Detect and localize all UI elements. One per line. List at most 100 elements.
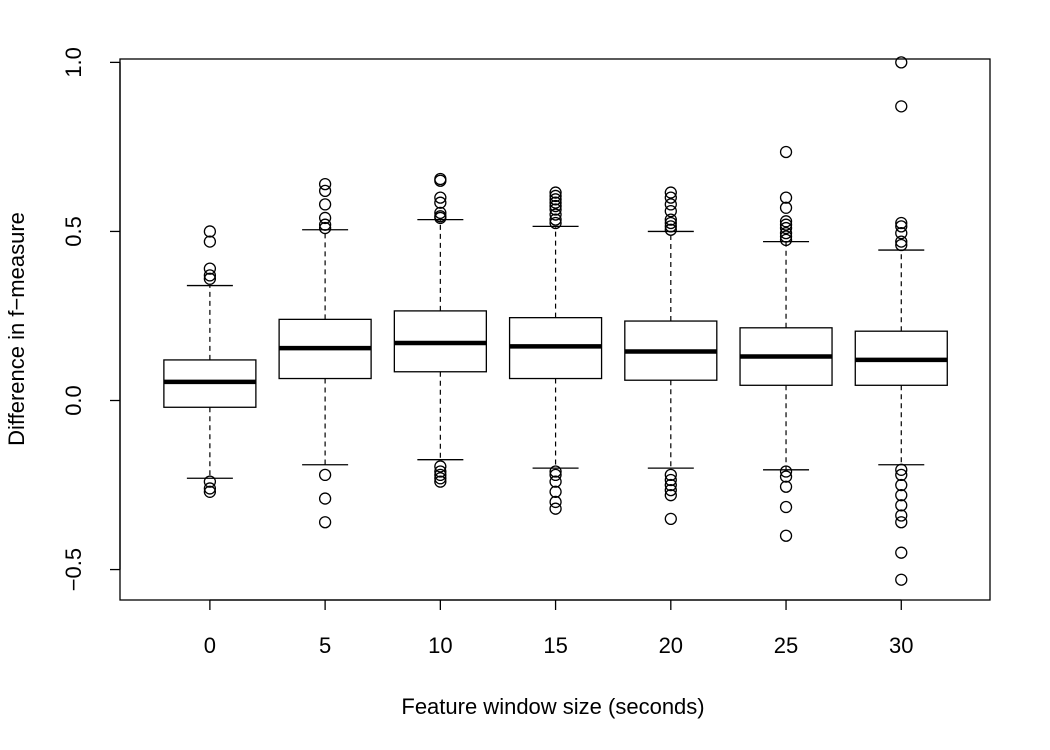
outlier-point — [549, 475, 562, 488]
outlier-point — [779, 480, 793, 493]
outlier-point — [318, 218, 332, 231]
outlier-point — [549, 502, 562, 515]
outlier-point — [434, 211, 447, 225]
outlier-point — [549, 216, 562, 230]
outlier-point — [549, 468, 562, 482]
x-tick-label: 15 — [543, 633, 567, 658]
outlier-point — [203, 262, 217, 275]
outlier-point — [779, 470, 793, 483]
outlier-point — [434, 465, 447, 478]
outlier-point — [203, 225, 217, 238]
outlier-point — [203, 475, 217, 488]
outlier-point — [664, 468, 677, 482]
outlier-point — [549, 495, 562, 509]
outlier-point — [434, 196, 447, 209]
outlier-point — [664, 223, 677, 236]
outlier-point — [549, 186, 562, 199]
outlier-point — [664, 186, 677, 199]
outlier-point — [318, 492, 332, 505]
outlier-point — [549, 199, 562, 213]
outlier-point — [895, 220, 908, 233]
outlier-point — [895, 216, 908, 230]
outlier-point — [318, 516, 332, 529]
outlier-point — [549, 203, 562, 216]
outlier-point — [895, 463, 908, 476]
x-tick-label: 10 — [428, 633, 452, 658]
y-tick-label: 0.0 — [61, 385, 86, 416]
outlier-point — [779, 201, 793, 214]
outlier-point — [895, 226, 908, 240]
boxes-layer — [163, 56, 948, 586]
box-group-0 — [163, 225, 257, 498]
outlier-point — [434, 472, 447, 485]
y-tick-label: 1.0 — [61, 47, 86, 78]
outlier-point — [434, 475, 447, 488]
outlier-point — [779, 230, 793, 243]
outlier-point — [895, 546, 908, 559]
outlier-point — [664, 512, 677, 525]
outlier-point — [779, 465, 793, 478]
outlier-point — [549, 193, 562, 206]
outlier-point — [549, 196, 562, 209]
outlier-point — [203, 482, 217, 495]
outlier-point — [895, 573, 908, 586]
outlier-point — [895, 489, 908, 502]
outlier-point — [434, 191, 447, 204]
x-tick-label: 0 — [204, 633, 216, 658]
outlier-point — [664, 216, 677, 230]
outlier-point — [895, 238, 908, 252]
outlier-point — [549, 213, 562, 226]
outlier-point — [549, 208, 562, 221]
outlier-point — [664, 220, 677, 233]
x-tick-label: 5 — [319, 633, 331, 658]
x-axis: 0 5 10 15 20 25 30 — [204, 599, 914, 658]
outlier-point — [318, 184, 332, 198]
outlier-point — [549, 465, 562, 478]
outlier-point — [664, 483, 677, 497]
outlier-point — [434, 460, 447, 473]
outlier-point — [779, 233, 793, 247]
x-tick-label: 25 — [774, 633, 798, 658]
outlier-point — [664, 213, 677, 226]
outlier-point — [203, 269, 217, 282]
outlier-point — [779, 218, 793, 231]
box-group-10 — [393, 172, 487, 488]
outlier-point — [318, 177, 332, 191]
outlier-point — [779, 215, 793, 228]
outlier-point — [549, 189, 562, 203]
outlier-point — [318, 221, 332, 235]
y-axis-label: Difference in f−measure — [4, 212, 29, 446]
outlier-point — [434, 174, 447, 187]
outlier-point — [664, 478, 677, 492]
box-group-25 — [739, 145, 833, 542]
outlier-point — [664, 205, 677, 218]
outlier-point — [434, 468, 447, 482]
outlier-point — [895, 235, 908, 248]
x-tick-label: 20 — [659, 633, 683, 658]
y-axis: −0.5 0.0 0.5 1.0 — [61, 47, 121, 591]
outlier-point — [203, 235, 217, 248]
outlier-point — [549, 485, 562, 498]
outlier-point — [779, 529, 793, 542]
outlier-point — [895, 516, 908, 529]
y-tick-label: −0.5 — [61, 548, 86, 591]
outlier-point — [895, 100, 908, 113]
x-tick-label: 30 — [889, 633, 913, 658]
outlier-point — [434, 206, 447, 219]
outlier-point — [318, 468, 332, 482]
outlier-point — [318, 198, 332, 211]
x-axis-label: Feature window size (seconds) — [401, 694, 704, 719]
outlier-point — [895, 468, 908, 482]
box-group-5 — [278, 177, 372, 529]
box-group-30 — [854, 56, 948, 586]
outlier-point — [895, 478, 908, 492]
outlier-point — [664, 198, 677, 211]
box-group-15 — [508, 186, 603, 515]
outlier-point — [779, 500, 793, 514]
outlier-point — [779, 221, 793, 235]
box-group-20 — [624, 186, 718, 525]
outlier-point — [895, 499, 908, 512]
outlier-point — [664, 489, 677, 502]
outlier-point — [203, 485, 217, 498]
